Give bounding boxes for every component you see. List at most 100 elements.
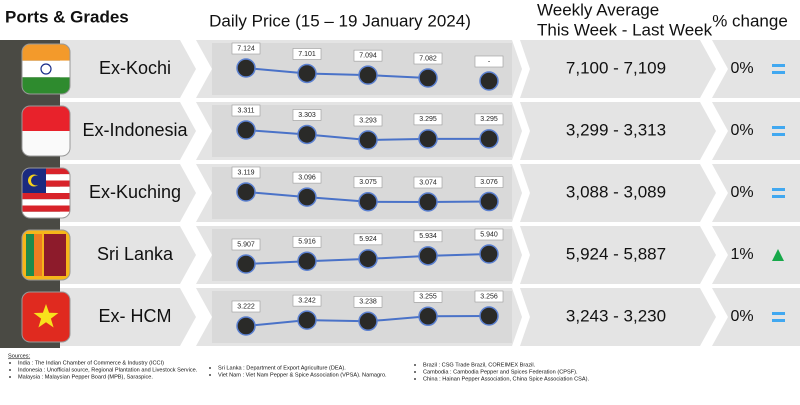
row: Sri Lanka 5.907 5.916 5.924 5.934 5.940 5,924 … xyxy=(21,226,800,284)
flag-band xyxy=(22,131,70,156)
price-dot xyxy=(418,192,438,212)
flag-frame xyxy=(21,105,71,157)
price-label: 3.076 xyxy=(480,179,498,186)
weekly-average: 5,924 - 5,887 xyxy=(566,244,666,263)
price-label: 3.075 xyxy=(359,179,377,186)
price-dot xyxy=(479,129,499,149)
bullet xyxy=(414,364,416,366)
price-label: 3.119 xyxy=(238,169,255,176)
label-box xyxy=(413,290,443,303)
price-dot xyxy=(236,316,256,336)
label-box xyxy=(353,49,383,62)
chevron xyxy=(512,226,530,284)
source-line: China : Hainan Pepper Association, China… xyxy=(423,376,589,382)
trend-equal xyxy=(772,64,785,67)
price-label: 7.082 xyxy=(419,55,437,62)
flag xyxy=(22,230,70,280)
chevron xyxy=(700,288,728,346)
flag-band xyxy=(22,193,70,200)
label-box xyxy=(231,300,261,313)
pct-change: 0% xyxy=(730,60,753,77)
flag-band xyxy=(34,234,42,276)
price-dot xyxy=(479,244,499,264)
trend-equal xyxy=(772,312,785,315)
rows: Ex-Kochi 7.124 7.101 7.094 7.082 - 7,100 - 7,1… xyxy=(21,40,800,346)
flag-band xyxy=(22,211,70,218)
price-label: 3.074 xyxy=(419,179,437,186)
price-line xyxy=(245,67,429,79)
price-label: 3.222 xyxy=(237,303,255,310)
price-label: 5.924 xyxy=(359,236,377,243)
price-dot xyxy=(358,192,378,212)
chevron xyxy=(512,102,530,160)
label-box xyxy=(353,114,383,127)
label-box xyxy=(292,235,322,248)
trend-up xyxy=(772,249,784,261)
trend-equal xyxy=(772,133,785,136)
price-dot xyxy=(479,191,499,212)
label-box xyxy=(474,55,504,68)
pct-change: 0% xyxy=(730,308,753,325)
price-dot xyxy=(358,249,378,269)
price-dot xyxy=(297,63,317,84)
price-dot xyxy=(418,68,438,88)
price-dot xyxy=(418,246,438,266)
chevron xyxy=(180,40,212,98)
source-line: Cambodia : Cambodia Pepper and Spices Fe… xyxy=(423,369,578,375)
header-weekly: This Week - Last Week xyxy=(537,20,713,39)
label-box xyxy=(292,294,322,307)
label-box xyxy=(474,290,504,303)
label-box xyxy=(353,233,383,246)
flag-frame xyxy=(21,229,71,281)
source-line: Brazil : CSG Trade Brazil, COREIMEX Braz… xyxy=(423,362,536,368)
flag-frame xyxy=(21,291,71,343)
flag-band xyxy=(22,205,70,212)
flag-band xyxy=(22,106,70,131)
port-name: Ex-Kuching xyxy=(89,182,181,202)
chevron xyxy=(180,164,212,222)
price-dot xyxy=(479,71,499,91)
header-ports: Ports & Grades xyxy=(5,7,129,26)
source-line: Indonesia : Unofficial source, Regional … xyxy=(18,367,198,373)
price-label: 3.096 xyxy=(298,174,316,181)
port-name: Ex- HCM xyxy=(99,306,172,326)
price-label: 7.101 xyxy=(298,51,316,58)
label-box xyxy=(413,52,443,65)
source-line: Malaysia : Malaysian Pepper Board (MPB),… xyxy=(18,374,153,380)
price-dot xyxy=(358,130,378,150)
trend-equal xyxy=(772,71,785,74)
price-dot xyxy=(236,254,256,274)
flag-field xyxy=(44,234,66,276)
chevron xyxy=(700,40,728,98)
trend-equal xyxy=(772,126,785,129)
price-label: 7.124 xyxy=(237,45,255,52)
chevron xyxy=(180,102,212,160)
price-dot xyxy=(358,65,378,85)
weekly-average: 3,243 - 3,230 xyxy=(566,306,666,325)
row: Ex-Kuching 3.119 3.096 3.075 3.074 3.076 3,088… xyxy=(21,164,800,222)
label-box xyxy=(353,295,383,308)
trend-equal xyxy=(772,188,785,191)
price-dot xyxy=(297,310,317,330)
chevron xyxy=(512,164,530,222)
price-dot xyxy=(297,187,317,207)
flag xyxy=(22,106,70,156)
label-box xyxy=(413,113,443,126)
flag-band xyxy=(22,60,70,78)
flag-star xyxy=(33,304,59,328)
chevron xyxy=(700,164,728,222)
price-label: 3.295 xyxy=(419,116,437,123)
price-dot xyxy=(418,129,438,149)
flag-band xyxy=(22,199,70,206)
label-box xyxy=(474,228,504,241)
bullet xyxy=(9,369,11,371)
weekly-average: 7,100 - 7,109 xyxy=(566,58,666,77)
weekly-average: 3,299 - 3,313 xyxy=(566,120,666,139)
price-dot xyxy=(358,311,378,332)
price-dot xyxy=(236,58,256,78)
bullet xyxy=(9,362,11,364)
price-dot xyxy=(236,182,256,202)
chevron xyxy=(700,102,728,160)
header-daily: Daily Price (15 – 19 January 2024) xyxy=(209,11,471,30)
